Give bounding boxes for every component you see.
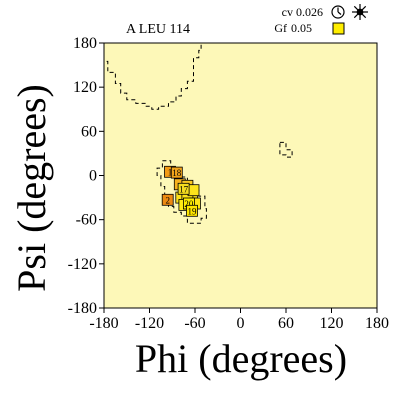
data-point-19 (186, 204, 198, 217)
x-tick-label: -180 (89, 315, 118, 332)
data-point-2 (161, 193, 174, 206)
legend-cv-value: 0.026 (296, 5, 323, 19)
y-tick-label: -60 (76, 212, 97, 229)
y-tick-label: 0 (89, 168, 97, 185)
x-tick-label: 0 (237, 315, 245, 332)
data-point-17 (177, 182, 190, 195)
data-point-label: 20 (184, 199, 194, 209)
y-axis: 180 120 60 0 -60 -120 -180 (68, 35, 104, 317)
x-tick-label: -60 (184, 315, 205, 332)
contour-layer (103, 43, 293, 224)
legend-gf-label: Gf (274, 21, 287, 35)
data-point-label: 19 (188, 206, 198, 216)
contour-left-handed-region (279, 141, 293, 158)
y-tick-label: 120 (73, 79, 97, 96)
clock-icon (331, 5, 345, 19)
y-tick-label: 60 (81, 123, 97, 140)
legend-gf-swatch (332, 22, 345, 35)
legend: cv 0.026 Gf 0.05 (274, 4, 368, 35)
x-tick-label: 180 (365, 315, 389, 332)
sun-icon (352, 4, 368, 20)
legend-gf-value: 0.05 (291, 21, 312, 35)
x-axis-label: Phi (degrees) (135, 336, 347, 381)
data-point-label: 18 (172, 168, 182, 178)
plot-background (104, 43, 377, 308)
y-tick-label: 180 (73, 35, 97, 52)
contour-upper-left-region (103, 43, 202, 110)
x-tick-label: -120 (135, 315, 164, 332)
x-axis: -180 -120 -60 0 60 120 180 (89, 308, 389, 332)
data-point-unlabeled-14 (187, 184, 200, 197)
data-point-label: 1 (168, 167, 173, 177)
contour-alpha-region (156, 160, 207, 224)
y-axis-label: Psi (degrees) (9, 84, 54, 292)
y-tick-label: -180 (68, 300, 97, 317)
x-tick-label: 60 (278, 315, 294, 332)
x-tick-label: 120 (320, 315, 344, 332)
data-point-label: 17 (179, 184, 189, 194)
legend-cv-label: cv (282, 5, 293, 19)
data-point-18 (170, 166, 183, 179)
data-point-label: 2 (165, 195, 170, 205)
chart-title: A LEU 114 (126, 22, 190, 37)
y-tick-label: -120 (68, 256, 97, 273)
